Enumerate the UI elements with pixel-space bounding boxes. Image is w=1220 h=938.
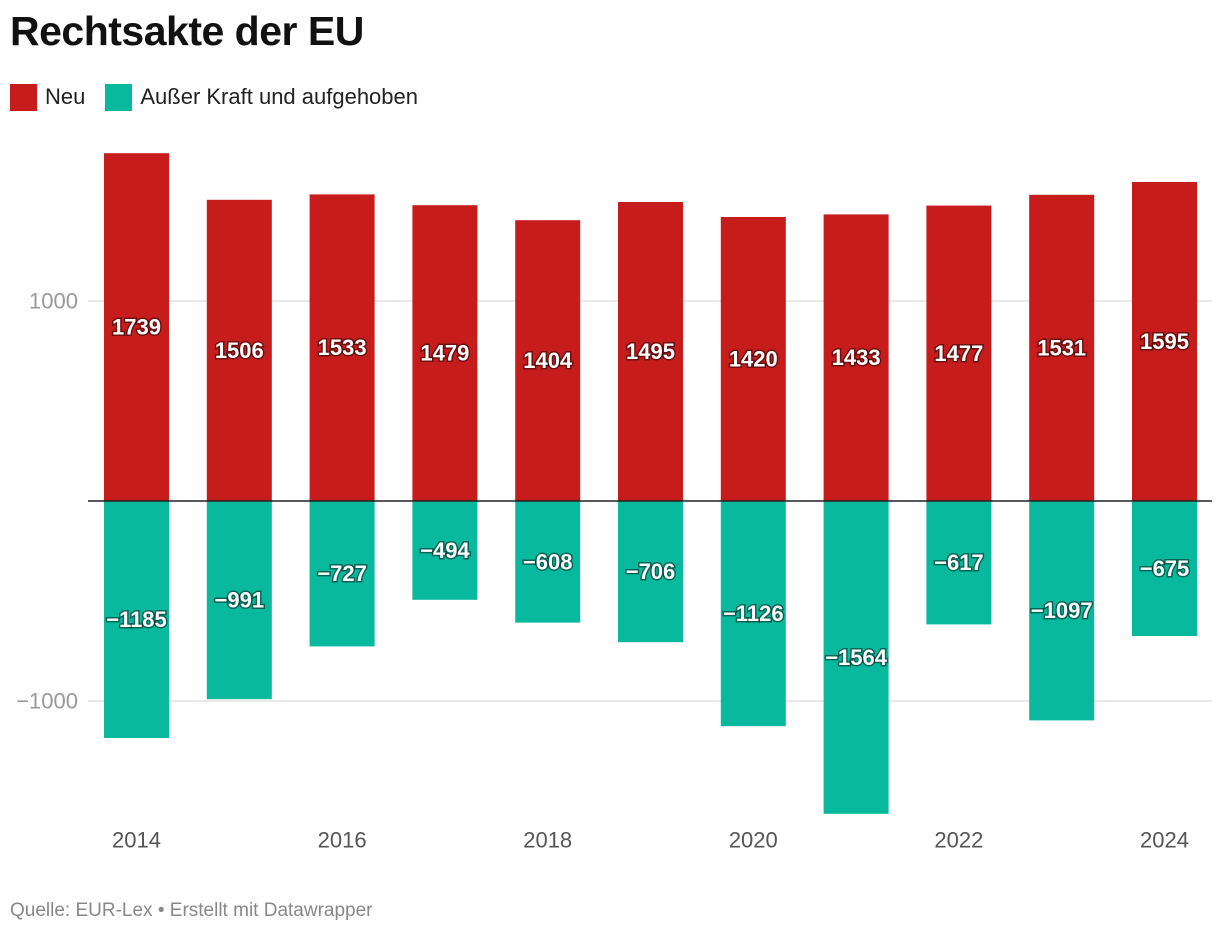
bar-neu-2019: [618, 202, 683, 501]
bar-aufgehoben-2023: [1029, 501, 1095, 721]
bar-neu-2021: [823, 214, 889, 501]
bar-neu-2020: [720, 217, 786, 501]
bar-aufgehoben-2017: [412, 501, 478, 600]
bar-aufgehoben-2019: [618, 501, 683, 643]
bar-neu-2018: [515, 220, 581, 501]
y-tick-label: 1000: [29, 289, 78, 314]
x-tick-label: 2014: [112, 828, 161, 853]
value-label-aufgehoben-2019: −706: [626, 559, 676, 584]
value-label-aufgehoben-2024: −675: [1140, 556, 1190, 581]
x-tick-label: 2024: [1140, 828, 1189, 853]
bar-aufgehoben-2016: [309, 501, 375, 647]
value-label-aufgehoben-2015: −991: [215, 588, 265, 613]
value-label-neu-2015: 1506: [215, 338, 264, 363]
value-label-aufgehoben-2016: −727: [317, 561, 367, 586]
legend-label-neu: Neu: [45, 84, 86, 109]
value-label-neu-2020: 1420: [729, 347, 778, 372]
bar-aufgehoben-2020: [720, 501, 786, 727]
x-tick-label: 2016: [318, 828, 367, 853]
chart-title: Rechtsakte der EU: [10, 8, 364, 54]
value-label-aufgehoben-2023: −1097: [1031, 598, 1093, 623]
bar-aufgehoben-2014: [104, 501, 169, 738]
legend-swatch-aufgehoben: [105, 83, 133, 111]
value-label-neu-2023: 1531: [1037, 335, 1086, 360]
bar-neu-2015: [206, 199, 272, 502]
source-note: Quelle: EUR-Lex • Erstellt mit Datawrapp…: [10, 900, 373, 921]
value-label-neu-2019: 1495: [626, 339, 675, 364]
bar-aufgehoben-2018: [515, 501, 581, 623]
bar-aufgehoben-2022: [926, 501, 992, 625]
bar-aufgehoben-2024: [1132, 501, 1197, 636]
value-label-neu-2024: 1595: [1140, 329, 1189, 354]
bar-aufgehoben-2015: [206, 501, 272, 700]
value-label-aufgehoben-2017: −494: [420, 538, 470, 563]
y-tick-label: −1000: [16, 689, 78, 714]
value-label-neu-2017: 1479: [420, 341, 469, 366]
value-label-neu-2014: 1739: [112, 315, 161, 340]
legend-swatch-neu: [10, 83, 37, 111]
value-label-aufgehoben-2020: −1126: [723, 601, 784, 626]
value-label-aufgehoben-2018: −608: [523, 549, 573, 574]
x-tick-label: 2022: [934, 828, 983, 853]
x-tick-label: 2018: [523, 828, 572, 853]
x-tick-label: 2020: [729, 828, 778, 853]
bar-chart: 1000 −1000 1739 −1185 1506 −991 1533 −727 1479 −4…: [16, 153, 1212, 853]
legend-item-aufgehoben: Außer Kraft und aufgehoben: [105, 83, 419, 111]
bar-aufgehoben-2021: [823, 501, 889, 814]
legend: Neu Außer Kraft und aufgehoben: [10, 83, 418, 111]
legend-label-aufgehoben: Außer Kraft und aufgehoben: [140, 84, 419, 109]
bar-neu-2022: [926, 205, 992, 501]
value-label-neu-2021: 1433: [832, 345, 881, 370]
bar-neu-2023: [1029, 194, 1095, 502]
value-label-aufgehoben-2021: −1564: [825, 645, 888, 670]
value-label-aufgehoben-2022: −617: [934, 550, 984, 575]
bar-neu-2016: [309, 194, 375, 501]
value-label-aufgehoben-2014: −1185: [106, 607, 167, 632]
value-label-neu-2018: 1404: [523, 348, 573, 373]
bar-neu-2024: [1132, 182, 1197, 501]
value-label-neu-2022: 1477: [934, 341, 983, 366]
bar-neu-2014: [104, 153, 169, 501]
bar-neu-2017: [412, 205, 478, 501]
legend-item-neu: Neu: [10, 83, 86, 111]
value-label-neu-2016: 1533: [318, 335, 367, 360]
